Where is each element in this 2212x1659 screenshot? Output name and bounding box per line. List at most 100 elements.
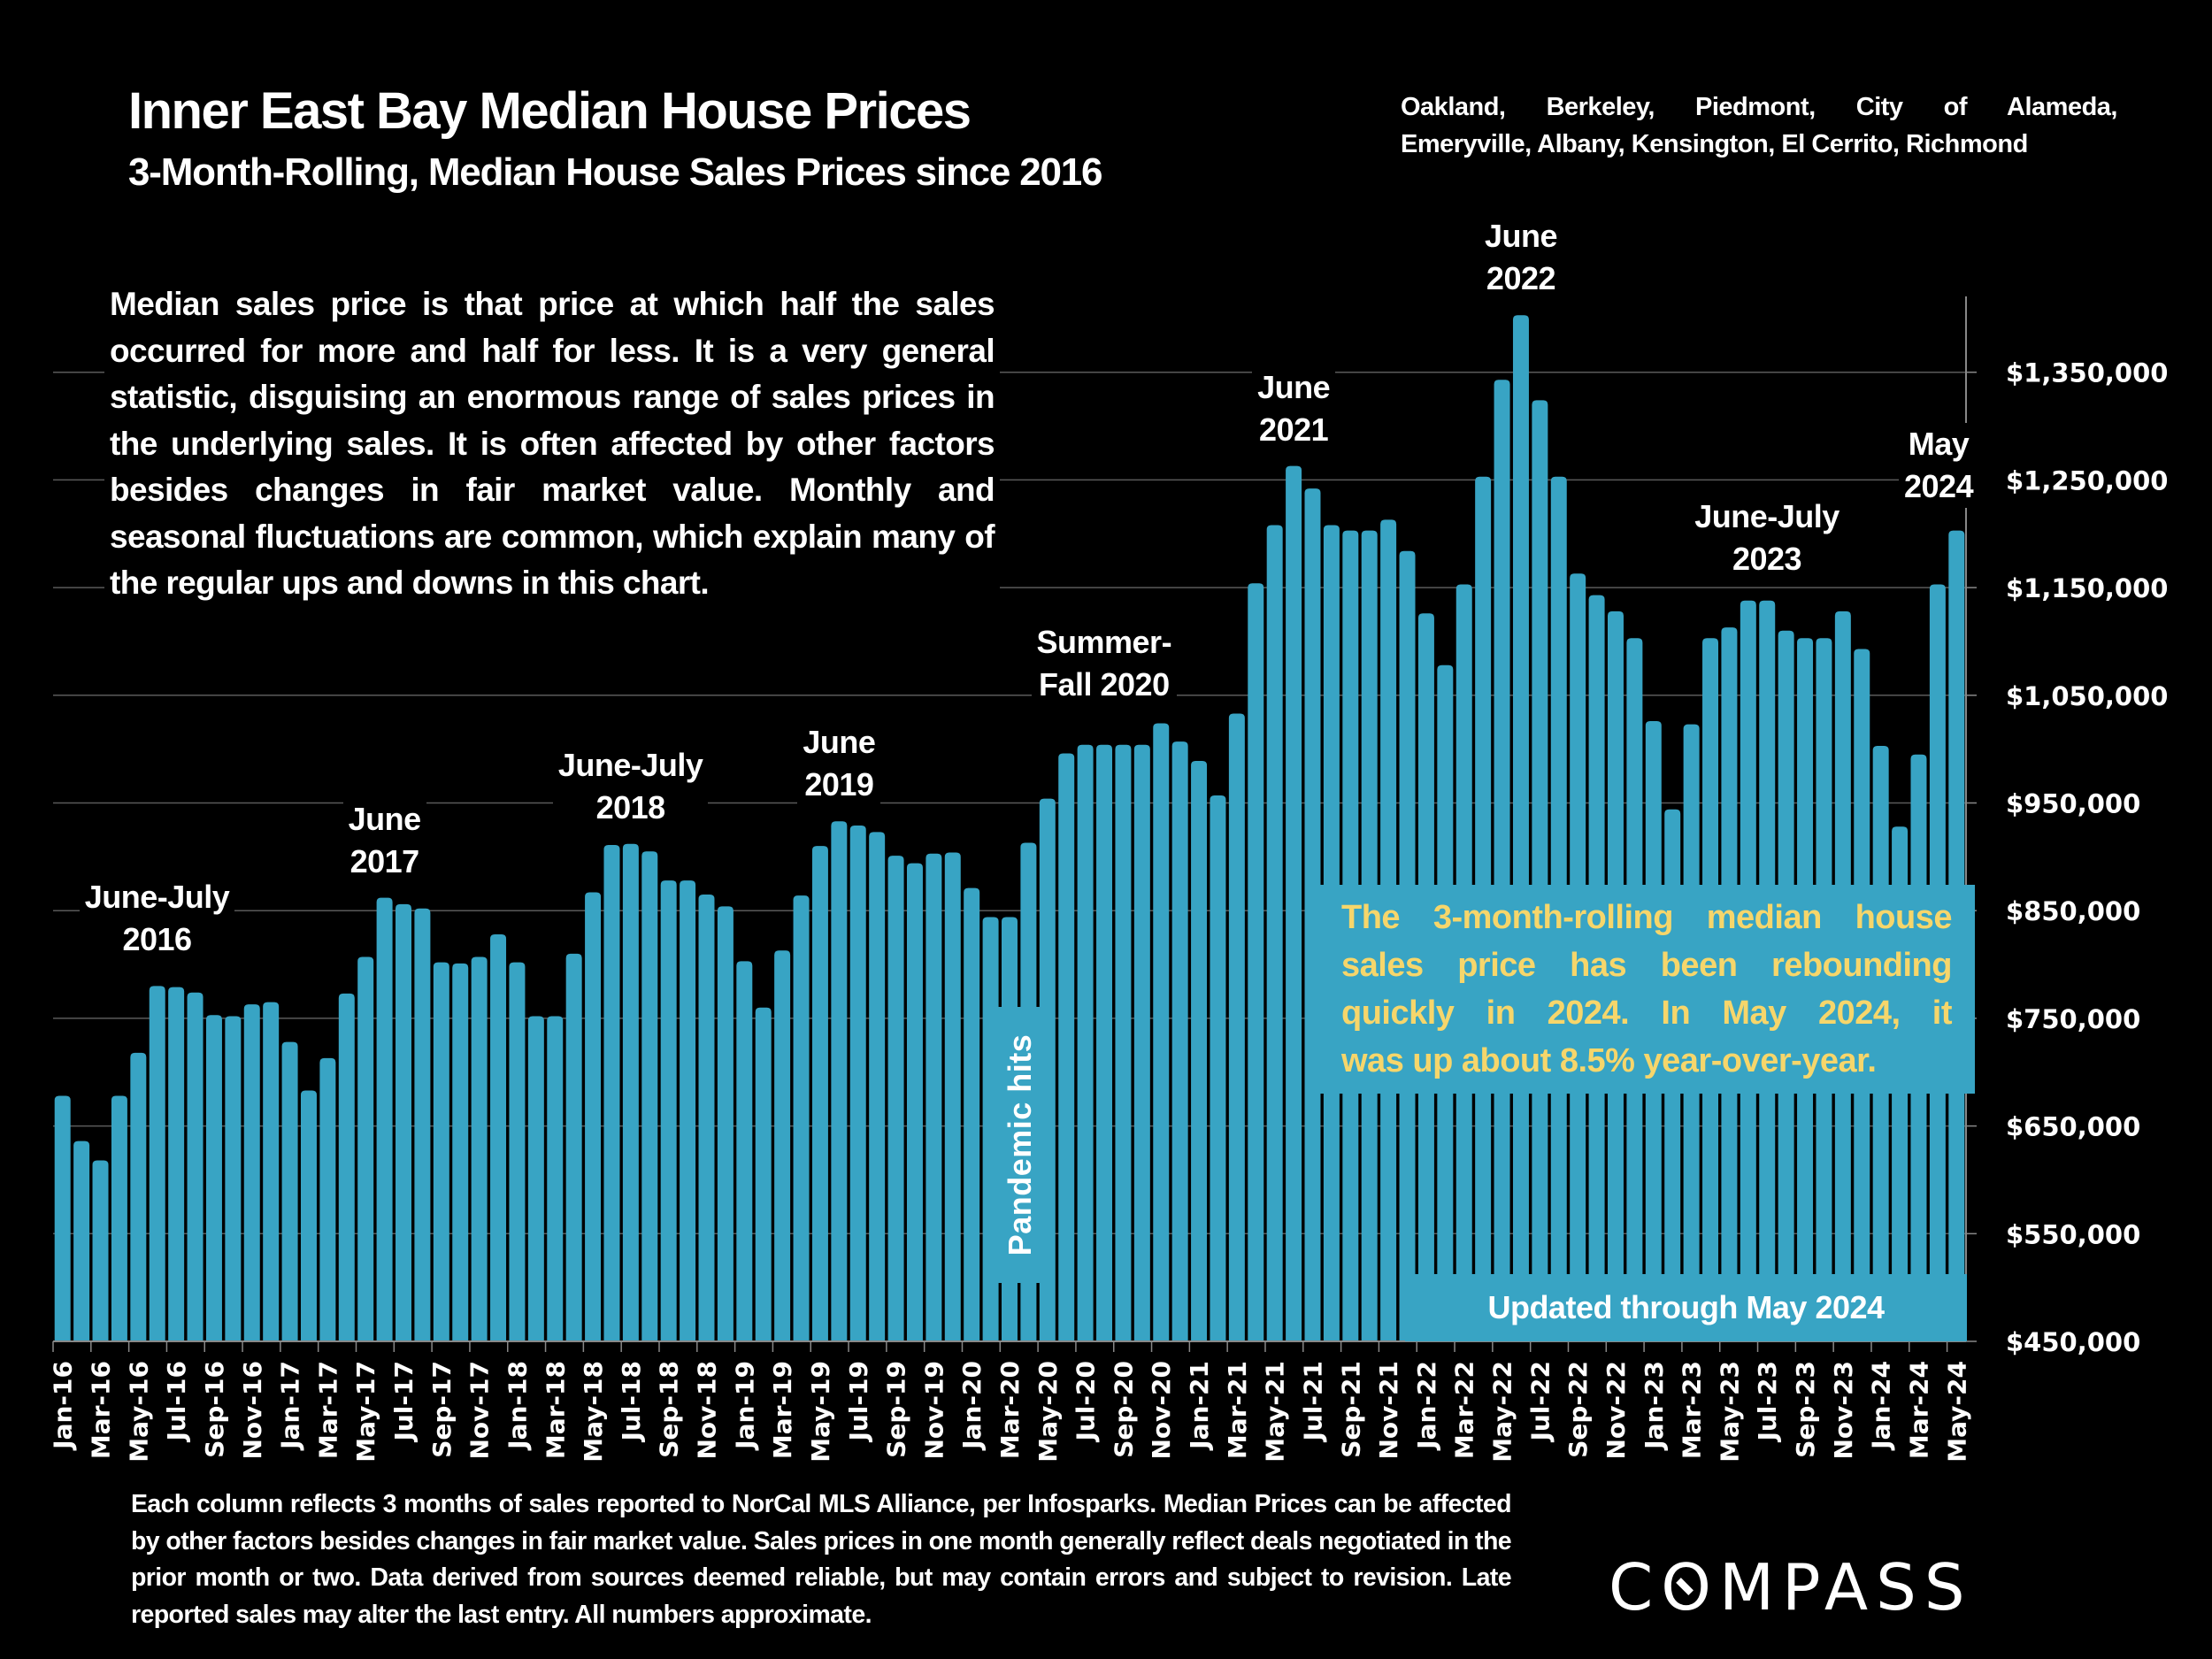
x-tick-label: Sep-21 [1336, 1361, 1365, 1458]
x-tick-label: May-17 [351, 1361, 380, 1463]
y-axis-labels: $450,000 $550,000 $650,000 $750,000 $850,000… [2006, 358, 2168, 1357]
x-tick-label: Mar-20 [995, 1361, 1025, 1459]
x-tick-label: Jan-21 [1185, 1361, 1214, 1451]
annotation-june-2017: June 2017 [342, 797, 426, 883]
annotation-june-2021: June 2021 [1252, 365, 1336, 451]
bar-May-21 [1266, 525, 1283, 1341]
x-tick-label: Mar-16 [87, 1361, 116, 1459]
x-tick-label: Nov-17 [465, 1361, 495, 1460]
compass-logo: COMPASS [1609, 1550, 1973, 1624]
bar-Oct-16 [225, 1016, 242, 1341]
bar-Oct-17 [452, 963, 469, 1341]
x-tick-label: Mar-19 [768, 1361, 797, 1459]
bar-Nov-17 [471, 956, 488, 1341]
bar-Dec-18 [717, 906, 733, 1341]
annotation-line-2: 2022 [1486, 260, 1556, 297]
bar-Aug-16 [187, 992, 204, 1341]
chart-subtitle: 3-Month-Rolling, Median House Sales Pric… [128, 150, 1102, 194]
annotation-june-july-2023: June-July 2023 [1689, 495, 1845, 580]
annotation-line-1: June-July [84, 879, 230, 915]
bar-Feb-16 [73, 1141, 90, 1341]
x-tick-label: May-16 [124, 1361, 153, 1463]
x-tick-label: Mar-17 [313, 1361, 342, 1459]
bar-Apr-21 [1248, 583, 1264, 1341]
bar-Mar-17 [319, 1057, 336, 1341]
bar-Apr-18 [565, 953, 582, 1341]
annotation-line-1: Summer- [1036, 624, 1172, 660]
y-tick-label: $1,350,000 [2006, 358, 2168, 388]
x-tick-label: Jul-18 [617, 1361, 646, 1443]
bar-Jan-21 [1191, 761, 1208, 1341]
x-tick-label: Jan-18 [503, 1361, 532, 1451]
bar-Jul-16 [168, 987, 185, 1341]
bar-Jan-19 [736, 961, 753, 1341]
x-tick-label: Sep-23 [1791, 1361, 1820, 1458]
y-tick-label: $550,000 [2006, 1219, 2140, 1249]
bar-May-19 [811, 846, 828, 1341]
y-tick-label: $850,000 [2006, 896, 2140, 926]
x-tick-label: Sep-20 [1109, 1361, 1138, 1458]
x-tick-label: Jan-20 [957, 1361, 987, 1451]
cities-line-2: Emeryville, Albany, Kensington, El Cerri… [1401, 130, 2028, 158]
bar-Oct-18 [680, 880, 696, 1341]
bar-Dec-19 [944, 852, 961, 1341]
x-tick-label: May-21 [1261, 1361, 1290, 1463]
bar-Jan-16 [54, 1095, 71, 1341]
bar-May-22 [1494, 380, 1510, 1341]
x-tick-label: Jan-22 [1412, 1361, 1441, 1451]
bar-Feb-17 [300, 1090, 317, 1341]
cities-line-1: Oakland, Berkeley, Piedmont, City of Ala… [1401, 93, 2118, 121]
x-tick-label: Jul-23 [1753, 1361, 1782, 1443]
bar-Sep-20 [1115, 744, 1132, 1341]
bar-Apr-19 [793, 895, 810, 1341]
x-tick-label: Jan-16 [49, 1361, 78, 1451]
y-tick-label: $1,250,000 [2006, 465, 2168, 495]
bar-Jul-22 [1532, 400, 1548, 1341]
annotation-summer-fall-2020: Summer- Fall 2020 [1031, 621, 1178, 706]
bar-Nov-20 [1153, 723, 1170, 1341]
median-explanation: Median sales price is that price at whic… [104, 281, 1000, 607]
x-tick-label: Jul-19 [844, 1361, 873, 1443]
annotation-june-2019: June 2019 [797, 721, 881, 807]
x-tick-label: Jul-16 [162, 1361, 191, 1443]
y-tick-label: $950,000 [2006, 789, 2140, 819]
bar-May-16 [130, 1052, 147, 1341]
bar-Feb-19 [755, 1007, 772, 1341]
annotation-june-2022: June 2022 [1479, 215, 1563, 301]
bar-Nov-19 [926, 853, 942, 1341]
bar-Nov-18 [698, 894, 715, 1341]
annotation-line-1: June-July [557, 746, 703, 783]
updated-through-label: Updated through May 2024 [1405, 1274, 1967, 1341]
bar-Mar-19 [774, 950, 791, 1341]
bar-Sep-19 [887, 856, 904, 1341]
x-tick-label: Nov-22 [1601, 1361, 1631, 1460]
x-tick-label: Sep-16 [200, 1361, 229, 1458]
bar-Apr-17 [338, 993, 355, 1341]
x-tick-label: Sep-19 [882, 1361, 911, 1458]
y-tick-label: $450,000 [2006, 1327, 2140, 1357]
bar-Sep-16 [205, 1015, 222, 1341]
annotation-line-2: 2019 [804, 766, 874, 803]
annotation-line-1: June [1484, 218, 1558, 255]
x-tick-label: Mar-18 [541, 1361, 570, 1459]
bar-Sep-18 [660, 880, 677, 1341]
bar-Jan-18 [509, 962, 526, 1341]
x-tick-label: May-20 [1033, 1361, 1063, 1463]
footnote: Each column reflects 3 months of sales r… [131, 1490, 1512, 1629]
bar-Feb-18 [527, 1016, 544, 1341]
bar-Apr-16 [111, 1095, 127, 1341]
bar-Dec-20 [1171, 741, 1188, 1341]
annotation-line-1: June-July [1694, 498, 1839, 534]
rebound-callout: The 3-month-rolling median house sales p… [1318, 885, 1975, 1094]
annotation-june-july-2016: June-July 2016 [79, 876, 235, 961]
bar-Feb-21 [1210, 795, 1226, 1341]
callout-text-last: was up about 8.5% year-over-year. [1341, 1042, 1877, 1079]
pandemic-label-box: Pandemic hits [988, 1007, 1052, 1283]
bar-Jun-17 [376, 897, 393, 1341]
annotation-line-2: 2018 [595, 788, 666, 826]
bar-Mar-16 [92, 1160, 109, 1341]
x-tick-label: Sep-17 [427, 1361, 457, 1458]
bar-Jun-16 [149, 986, 165, 1341]
x-tick-label: Sep-18 [655, 1361, 684, 1458]
